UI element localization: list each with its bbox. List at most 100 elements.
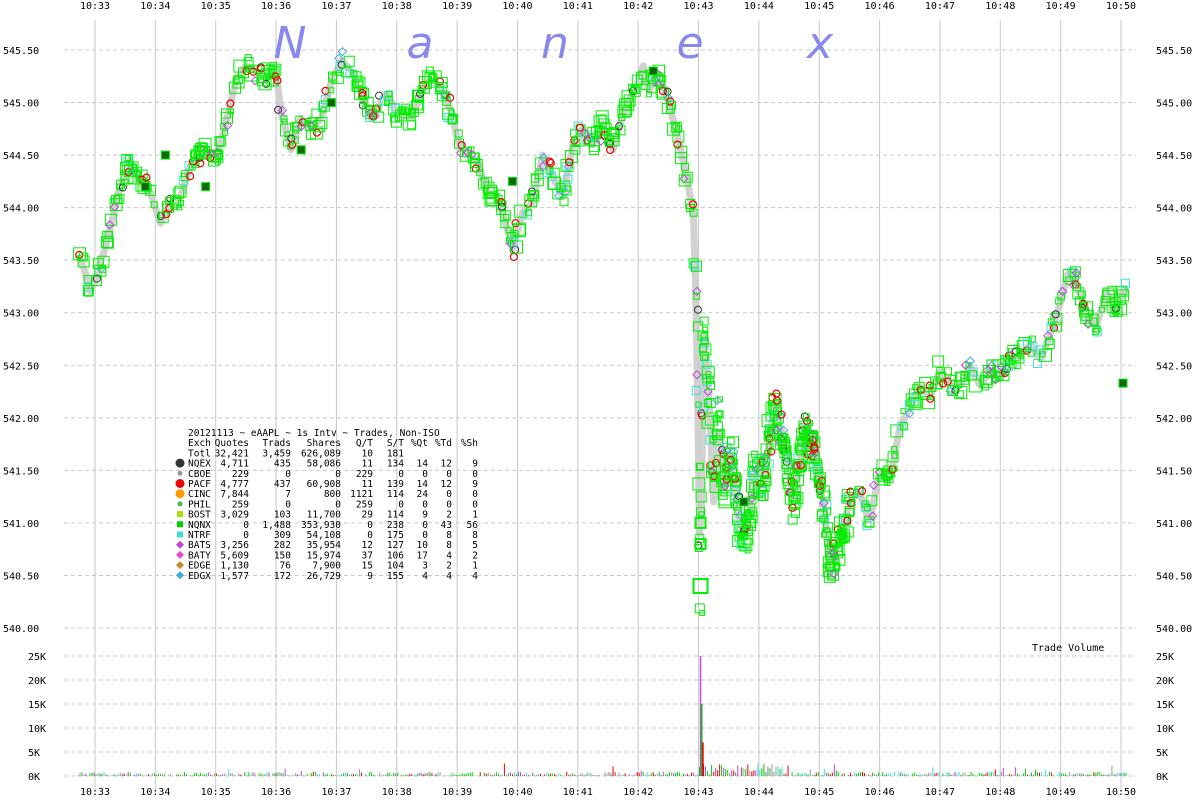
nqnx-trade-marker: [343, 55, 355, 67]
nqnx-trade-marker: [823, 507, 832, 516]
nqnx-trade-marker: [328, 73, 338, 83]
nqnx-trade-marker: [833, 563, 840, 570]
nqnx-trade-marker: [198, 137, 212, 151]
crash-low-marker: [694, 516, 707, 529]
bats-trade-marker: [867, 511, 878, 521]
x-tick-label-bottom: 10:46: [865, 787, 895, 798]
nqnx-trade-marker: [136, 169, 148, 181]
nqnx-trade-marker: [681, 162, 690, 171]
x-tick-label-bottom: 10:43: [683, 787, 713, 798]
watermark-letter: N: [274, 18, 307, 69]
nqnx-trade-marker: [733, 502, 742, 511]
nqnx-trade-marker: [833, 553, 846, 566]
nqnx-trade-marker: [1107, 285, 1117, 295]
bats-trade-marker: [692, 286, 702, 297]
legend-row-cell: 11: [362, 479, 374, 490]
volume-layer: [77, 656, 1127, 776]
nqnx-trade-marker: [816, 510, 828, 522]
pacf-trade-marker: [810, 443, 819, 452]
x-tick-label-top: 10:40: [502, 1, 532, 12]
nqnx-trade-marker: [1018, 337, 1032, 351]
y-tick-label-right: 544.50: [1156, 151, 1192, 162]
nqnx-trade-marker: [407, 120, 417, 130]
ntrf-trade-marker: [700, 338, 710, 348]
nqnx-trade-marker: [268, 76, 279, 87]
legend-row-cell: PACF: [188, 479, 211, 490]
legend-column-header: Shares: [307, 438, 341, 449]
pacf-trade-marker: [658, 87, 667, 96]
legend-row-cell: 1: [472, 510, 478, 521]
pacf-trade-marker: [271, 72, 280, 81]
nqnx-trade-marker: [220, 111, 233, 124]
nqnx-trade-marker: [1039, 351, 1046, 358]
legend-row-cell: PHIL: [188, 499, 211, 510]
legend-row-cell: 0: [335, 499, 341, 510]
legend-total-value: 181: [387, 448, 404, 459]
x-tick-label-bottom: 10:50: [1106, 787, 1136, 798]
nqnx-trade-marker: [819, 516, 826, 523]
legend-row-cell: 259: [232, 499, 249, 510]
nqnx-trade-marker: [883, 473, 894, 484]
nqex-trade-marker: [375, 91, 384, 100]
ntrf-trade-marker: [748, 470, 758, 480]
nqnx-trade-marker: [774, 398, 782, 406]
nqnx-trade-marker: [849, 500, 856, 507]
nqnx-trade-marker: [817, 491, 824, 498]
legend-row-cell: 1,130: [220, 561, 249, 572]
legend-row-cell: 9: [367, 571, 373, 582]
volume-tick-label-left: 15K: [28, 700, 46, 711]
nqnx-trade-marker: [757, 493, 766, 502]
nqnx-trade-marker: [623, 94, 636, 107]
volume-tick-label-left: 10K: [28, 724, 46, 735]
nqnx-trade-marker: [214, 136, 225, 147]
nqnx-trade-marker: [891, 465, 898, 472]
nqnx-trade-marker: [886, 472, 893, 479]
legend-row-cell: 15,974: [307, 550, 342, 561]
legend-row-cell: 114: [387, 489, 404, 500]
ntrf-trade-marker: [547, 171, 557, 181]
legend-row-cell: 0: [446, 489, 452, 500]
legend-row-cell: 11: [362, 459, 374, 470]
ntrf-trade-marker: [736, 540, 746, 550]
nqnx-trade-marker: [910, 398, 921, 409]
legend-row-cell: 9: [472, 479, 478, 490]
nqnx-trade-marker: [854, 485, 864, 495]
edgx-trade-marker: [729, 447, 739, 457]
nqnx-trade-marker: [622, 106, 633, 117]
volume-tick-label-right: 10K: [1156, 724, 1174, 735]
nqnx-trade-marker: [900, 422, 909, 431]
nqnx-trade-marker: [764, 430, 776, 442]
watermark-letter: e: [676, 18, 703, 69]
bats-trade-marker: [703, 386, 713, 397]
pacf-trade-marker: [226, 99, 235, 108]
nqnx-trade-marker: [83, 287, 93, 297]
nqnx-trade-marker: [689, 208, 698, 217]
nqnx-trade-marker: [1111, 305, 1121, 315]
nqnx-trade-marker: [503, 213, 510, 220]
pacf-trade-marker: [772, 396, 781, 405]
legend-row-cell: 259: [356, 499, 373, 510]
legend-column-header: %Td: [435, 438, 452, 449]
legend-row-cell: 437: [274, 479, 291, 490]
legend-total-value: 3,459: [262, 448, 291, 459]
legend-row-cell: 0: [422, 499, 428, 510]
nqnx-trade-marker: [701, 365, 715, 379]
nqnx-trade-marker: [291, 136, 299, 144]
nqex-trade-marker: [92, 274, 101, 283]
bats-trade-marker: [250, 76, 260, 86]
nqnx-trade-marker: [694, 603, 705, 614]
legend-row-cell: 10: [417, 540, 429, 551]
legend-row-cell: CBOE: [188, 469, 211, 480]
nqnx-trade-marker: [706, 375, 715, 384]
nqnx-trade-marker: [386, 90, 393, 97]
legend-row-cell: 4: [446, 550, 452, 561]
grid-layer: [64, 20, 1136, 790]
nqnx-trade-marker: [176, 204, 183, 211]
legend-row-cell: 1,577: [220, 571, 249, 582]
legend-row-cell: 29: [362, 510, 374, 521]
ntrf-trade-marker: [862, 521, 872, 531]
nqnx-trade-marker: [702, 326, 709, 333]
legend-row-cell: 0: [472, 489, 478, 500]
legend-marker: [176, 571, 184, 580]
